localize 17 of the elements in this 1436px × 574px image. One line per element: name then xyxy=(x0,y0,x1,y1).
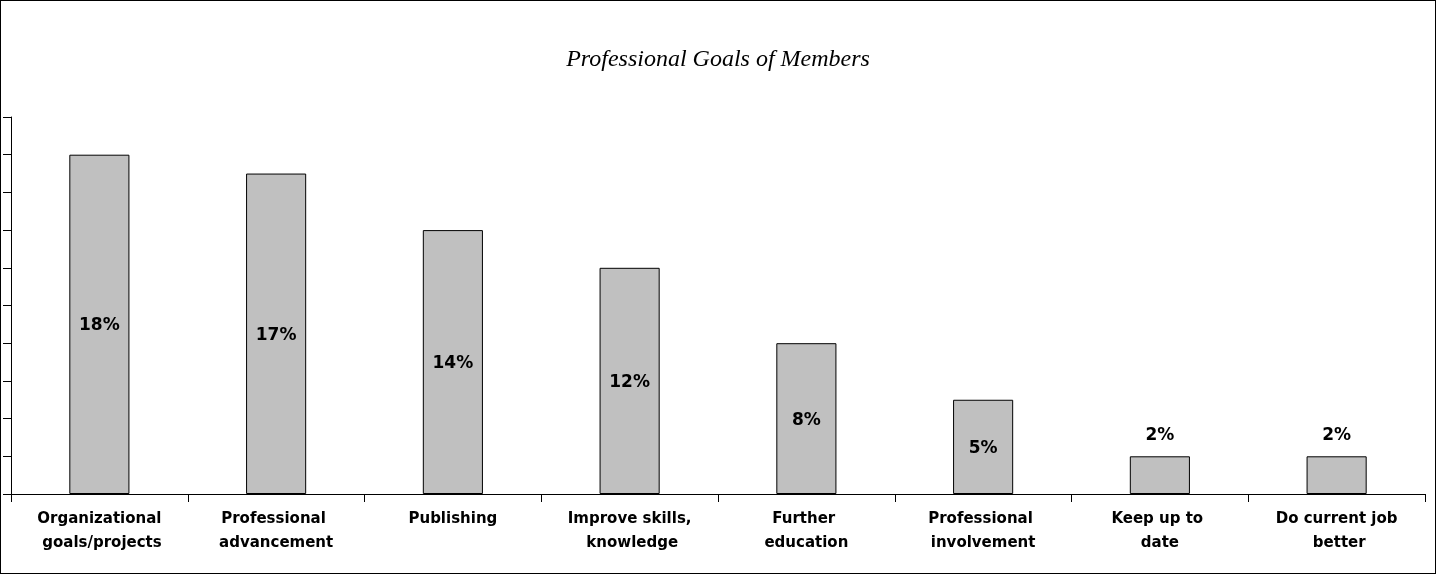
x-tick-label: Improve skills, knowledge xyxy=(567,509,692,551)
data-label: 8% xyxy=(791,408,821,429)
x-tick-label: Professional involvement xyxy=(928,509,1039,551)
chart-title: Professional Goals of Members xyxy=(565,45,870,71)
x-tick-label: Keep up to date xyxy=(1111,509,1209,551)
data-label: 2% xyxy=(1322,423,1352,444)
data-label: 5% xyxy=(968,436,998,457)
x-tick-label: Further education xyxy=(764,509,849,551)
x-tick-label: Organizational goals/projects xyxy=(37,509,162,551)
data-label: 14% xyxy=(432,352,474,373)
data-label: 17% xyxy=(255,323,297,344)
x-tick-label: Professional advancement xyxy=(219,509,334,551)
data-label: 18% xyxy=(79,314,120,335)
data-label: 2% xyxy=(1145,423,1175,444)
x-tick-label: Publishing xyxy=(408,509,498,527)
x-tick-label: Do current job better xyxy=(1275,509,1398,551)
data-label: 12% xyxy=(609,370,650,391)
